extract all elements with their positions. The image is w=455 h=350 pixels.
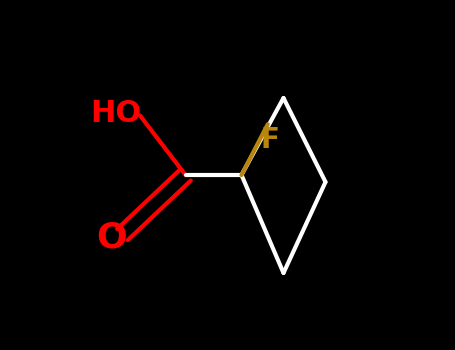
Text: F: F xyxy=(260,126,279,154)
Text: HO: HO xyxy=(90,99,141,128)
Text: O: O xyxy=(96,221,127,255)
